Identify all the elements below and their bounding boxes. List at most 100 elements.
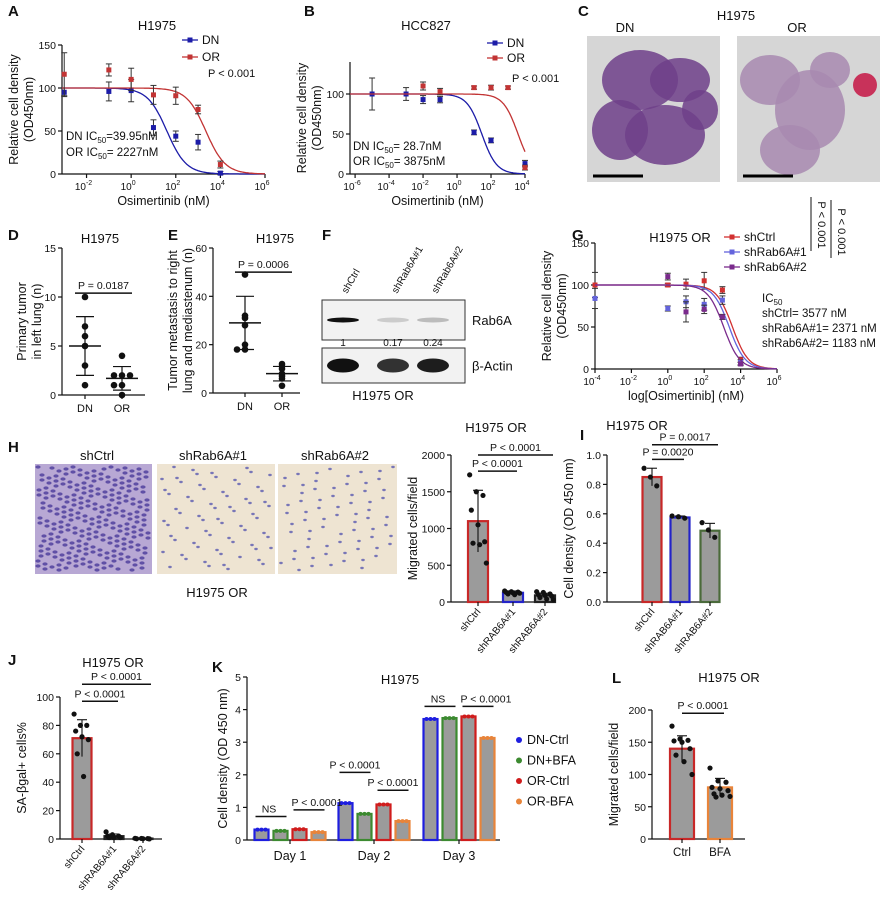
cell (74, 488, 80, 492)
data-point (404, 819, 409, 824)
legend-label: DN+BFA (527, 754, 577, 768)
cell (68, 508, 74, 512)
data-point (339, 801, 344, 806)
cell (162, 519, 166, 523)
cell (346, 474, 350, 478)
cell (378, 469, 382, 473)
ic50-value: =39.95nM (106, 131, 157, 143)
data-point (134, 836, 140, 842)
cell (40, 506, 46, 510)
cell (63, 467, 69, 471)
cell (129, 568, 135, 572)
cell (75, 516, 81, 520)
band-quantification: 0.24 (423, 338, 443, 349)
x-tick-label: 10-4 (583, 375, 600, 388)
transwell-image-shRab6A#1 (157, 464, 275, 574)
legend-marker (516, 778, 522, 784)
cell (384, 523, 388, 527)
x-tick-base: 10 (766, 377, 778, 388)
cell (41, 534, 47, 538)
ic50-text: OR IC50= 2227nM (66, 147, 158, 161)
cell (314, 479, 318, 483)
y-axis-label: Relative cell density (540, 250, 554, 361)
cell (101, 566, 107, 570)
cell (331, 494, 335, 498)
panel-title: H1975 OR (698, 670, 759, 685)
y-tick-label: 0 (48, 834, 54, 846)
cell (357, 539, 361, 543)
panel-title: H1975 (717, 8, 755, 23)
cell (137, 505, 143, 509)
cell (124, 532, 130, 536)
fit-curve-OR (62, 87, 265, 175)
data-point (347, 801, 352, 806)
ic50-value: = 28.7nM (393, 141, 441, 153)
cell (364, 481, 368, 485)
p-value-label: P < 0.0001 (91, 671, 142, 683)
cell (91, 474, 97, 478)
cell (243, 528, 247, 532)
cell (92, 507, 98, 511)
cell (124, 522, 130, 526)
panel-title: H1975 OR (82, 655, 143, 670)
cell (62, 538, 68, 542)
cell (142, 546, 148, 550)
y-axis-label-line2: in left lung (n) (30, 284, 44, 360)
data-point (675, 514, 682, 520)
data-point (400, 819, 405, 824)
cell (141, 518, 147, 522)
cell (133, 487, 139, 491)
cell (99, 510, 105, 514)
cell (328, 467, 332, 471)
data-point (701, 278, 707, 284)
cell (256, 485, 260, 489)
y-tick-label: 150 (571, 238, 589, 250)
ic50-value: = 3875nM (394, 156, 445, 168)
cell (104, 551, 110, 555)
data-point (366, 811, 371, 816)
data-point (316, 830, 321, 835)
data-point (681, 759, 687, 765)
cell (76, 539, 82, 543)
cell (109, 498, 115, 502)
y-tick-label: 0 (583, 364, 589, 376)
data-point (424, 717, 429, 722)
cell (86, 537, 92, 541)
cell (134, 515, 140, 519)
data-point (71, 711, 77, 717)
cell (248, 501, 252, 505)
x-tick-exponent: 4 (526, 180, 530, 187)
cell (100, 533, 106, 537)
data-point (470, 540, 476, 546)
p-value-label: P < 0.0001 (75, 688, 126, 700)
legend-label: OR-Ctrl (527, 774, 569, 788)
cell (139, 556, 145, 560)
cell (304, 510, 308, 514)
data-point (274, 828, 279, 833)
y-tick-label: 50 (577, 322, 589, 334)
cell (47, 504, 53, 508)
data-point (432, 717, 437, 722)
cell (127, 512, 133, 516)
cell (121, 542, 127, 546)
x-tick-label: OR (274, 401, 291, 413)
cell (350, 493, 354, 497)
cell (132, 558, 138, 562)
data-point (150, 125, 156, 131)
panel-title: H1975 (138, 18, 176, 33)
x-tick-exponent: -2 (423, 180, 429, 187)
y-tick-label: 100 (326, 89, 344, 101)
band-label: Rab6A (472, 313, 512, 328)
cell (145, 531, 151, 535)
x-tick-base: 10 (343, 182, 355, 193)
y-axis-label: Tumor metastasis to right (166, 250, 180, 391)
image-caption: H1975 OR (186, 585, 247, 600)
ic50-text: shRab6A#1= 2371 nM (762, 323, 877, 335)
cell (214, 475, 218, 479)
p-value-note: P < 0.001 (815, 201, 827, 248)
ic50-prefix: OR IC (353, 156, 385, 168)
x-tick-label: Day 2 (358, 849, 391, 863)
data-point (79, 734, 85, 740)
cell (75, 511, 81, 515)
cell (43, 496, 49, 500)
